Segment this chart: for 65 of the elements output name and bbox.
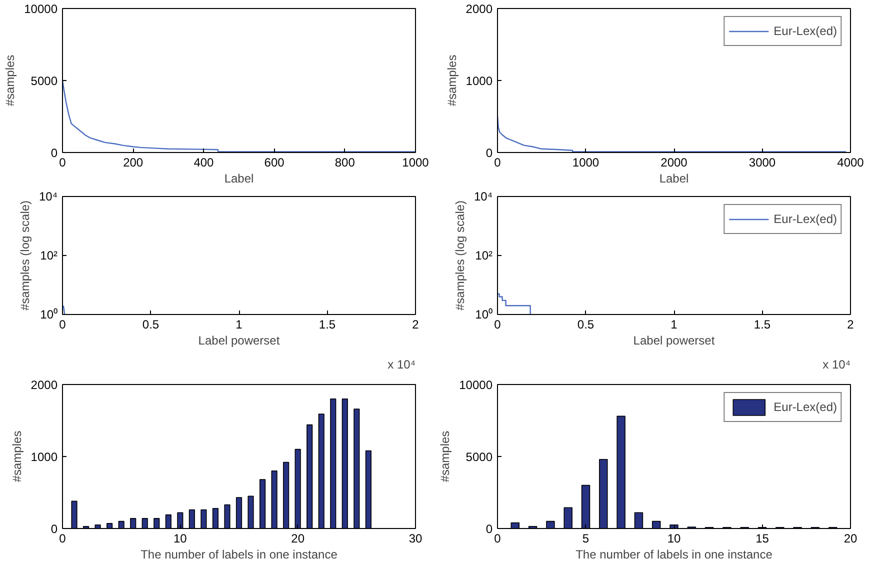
- y-tick-label: 10000: [459, 378, 493, 392]
- y-tick-label: 5000: [30, 74, 58, 88]
- x-tick-label: 10: [667, 532, 681, 546]
- y-tick-label: 2000: [30, 378, 58, 392]
- legend-label: Eur-Lex(ed): [774, 24, 837, 38]
- x-tick-label: 1: [670, 318, 678, 332]
- x-tick-label: 600: [264, 156, 285, 170]
- y-axis-title: #samples (log scale): [452, 200, 467, 311]
- x-tick-label: 0: [59, 156, 66, 170]
- x-axis-title: Label powerset: [198, 334, 280, 348]
- y-tick-label: 5000: [466, 450, 493, 464]
- x-tick-label: 1: [236, 318, 243, 332]
- x-tick-label: 15: [756, 532, 770, 546]
- x-tick-label: 3000: [748, 156, 776, 170]
- x-tick-label: 20: [291, 532, 305, 546]
- text: x 10⁴: [388, 358, 416, 372]
- x-tick-label: 5: [582, 532, 590, 546]
- x-tick-label: 0: [59, 318, 66, 332]
- y-tick-label: 0: [486, 522, 493, 536]
- x-tick-label: 2: [847, 318, 854, 332]
- x-tick-label: 0: [59, 532, 66, 546]
- y-tick-label: 2000: [466, 2, 493, 16]
- x-tick-label: 0.5: [577, 318, 594, 332]
- x-tick-label: 30: [408, 532, 422, 546]
- x-tick-label: 2: [412, 318, 420, 332]
- x-tick-label: 0: [494, 532, 502, 546]
- x-axis-title: The number of labels in one instance: [576, 548, 773, 562]
- x-tick-label: 1000: [402, 156, 430, 170]
- legend-label: Eur-Lex(ed): [774, 212, 837, 226]
- y-tick-label: 0: [50, 146, 58, 160]
- x-tick-label: 10: [173, 532, 188, 546]
- x-tick-label: 1.5: [754, 318, 771, 332]
- y-tick-label: 1000: [466, 74, 493, 88]
- y-tick-label: 10⁰: [475, 308, 493, 322]
- y-tick-label: 0: [486, 146, 493, 160]
- x-tick-label: 20: [844, 532, 858, 546]
- y-axis-title: #samples: [3, 54, 18, 106]
- x-tick-label: 200: [123, 156, 144, 170]
- y-axis-title: #samples (log scale): [18, 200, 32, 311]
- x-tick-label: 0.5: [142, 318, 160, 332]
- x-axis-title: The number of labels in one instance: [140, 548, 338, 562]
- y-tick-label: 0: [50, 522, 58, 536]
- x-tick-label: 2000: [660, 156, 688, 170]
- y-tick-label: 10⁴: [38, 190, 58, 204]
- y-tick-label: 10000: [24, 2, 58, 16]
- y-tick-label: 10²: [40, 248, 58, 262]
- x-axis-title: Label powerset: [633, 334, 716, 348]
- y-tick-label: 1000: [30, 450, 58, 464]
- y-tick-label: 10²: [475, 248, 493, 262]
- x-tick-label: 400: [194, 156, 214, 170]
- x-tick-label: 0: [494, 156, 502, 170]
- y-axis-title: #samples: [10, 430, 24, 482]
- x-tick-label: 1000: [572, 156, 600, 170]
- x-tick-label: 800: [334, 156, 356, 170]
- y-tick-label: 10⁴: [474, 190, 493, 204]
- x-tick-label: 1.5: [318, 318, 336, 332]
- text: x 10⁴: [822, 358, 851, 372]
- y-axis-title: #samples: [444, 54, 459, 106]
- legend-label: Eur-Lex(ed): [774, 400, 837, 414]
- y-tick-label: 10⁰: [40, 308, 58, 322]
- x-axis-title: Label: [659, 172, 689, 186]
- x-tick-label: 0: [494, 318, 502, 332]
- x-axis-title: Label: [224, 172, 254, 186]
- y-axis-title: #samples: [438, 430, 452, 482]
- x-tick-label: 4000: [837, 156, 864, 170]
